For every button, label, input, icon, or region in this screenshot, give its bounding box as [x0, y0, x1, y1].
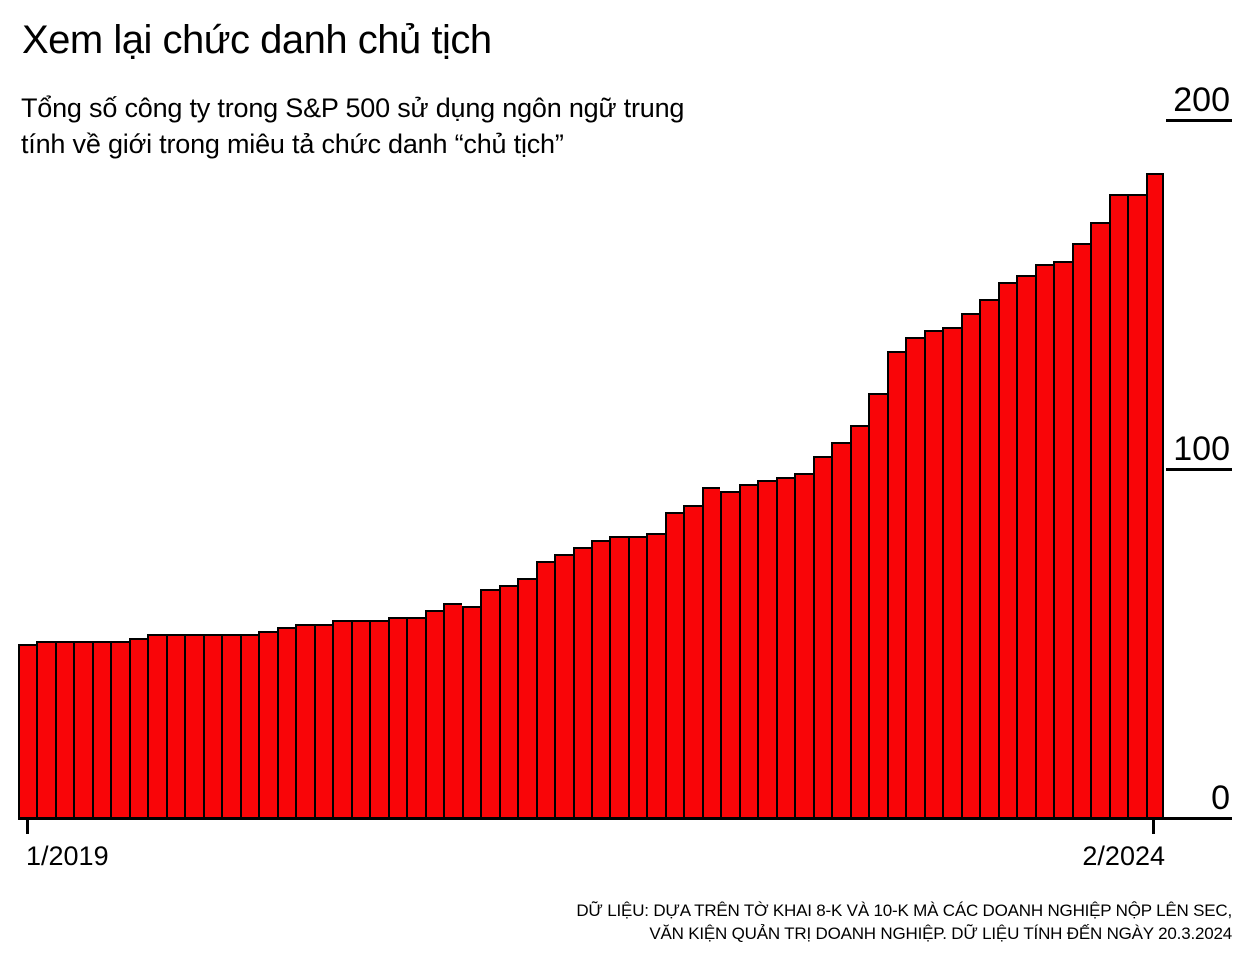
- bar: [591, 540, 609, 819]
- bar: [868, 393, 887, 819]
- bar: [665, 512, 683, 819]
- y-axis-label-0: 0: [1211, 779, 1230, 817]
- bar: [295, 624, 314, 819]
- bar: [73, 641, 92, 819]
- bar: [720, 491, 739, 819]
- bar: [277, 627, 295, 819]
- x-axis-tick-end: [1152, 819, 1155, 834]
- bar: [961, 313, 979, 819]
- bar: [739, 484, 757, 819]
- chart-subtitle-line-2: tính về giới trong miêu tả chức danh “ch…: [21, 129, 564, 159]
- bar: [1035, 264, 1053, 819]
- bar: [388, 617, 406, 819]
- x-axis-line: [18, 817, 1232, 820]
- bar: [240, 634, 258, 819]
- bar: [110, 641, 129, 819]
- bar: [942, 327, 961, 819]
- bar: [1090, 222, 1109, 819]
- x-axis-tick-start: [26, 819, 29, 834]
- bar: [1053, 261, 1072, 819]
- bar: [794, 473, 813, 819]
- bar: [351, 620, 369, 819]
- bar: [55, 641, 73, 819]
- source-note-line-2: VĂN KIỆN QUẢN TRỊ DOANH NGHIỆP. DỮ LIỆU …: [649, 924, 1232, 943]
- bar: [813, 456, 831, 819]
- chart-title: Xem lại chức danh chủ tịch: [22, 18, 492, 62]
- bar: [628, 536, 646, 819]
- bar: [1109, 194, 1127, 819]
- bar: [443, 603, 462, 819]
- bar: [203, 634, 221, 819]
- plot-area: [18, 121, 1164, 819]
- bar: [462, 606, 480, 819]
- bar: [166, 634, 184, 819]
- bar: [18, 644, 36, 819]
- chart-subtitle-line-1: Tổng số công ty trong S&P 500 sử dụng ng…: [21, 93, 685, 123]
- bar: [369, 620, 388, 819]
- bar: [609, 536, 628, 819]
- bar: [646, 533, 665, 819]
- bar: [406, 617, 425, 819]
- bar: [573, 547, 591, 819]
- bar: [887, 351, 905, 819]
- bar: [1146, 173, 1164, 819]
- bar: [517, 578, 536, 819]
- bar: [499, 585, 517, 819]
- bar: [776, 477, 794, 819]
- bar: [850, 425, 868, 819]
- y-axis-tick-line-200: [1166, 119, 1232, 122]
- y-axis-tick-line-100: [1166, 468, 1232, 471]
- bar: [258, 631, 277, 819]
- bar: [1127, 194, 1146, 819]
- bar: [1072, 243, 1090, 819]
- bar: [757, 480, 776, 819]
- bar: [702, 487, 720, 819]
- x-axis-label-end: 2/2024: [1082, 841, 1165, 871]
- bar: [184, 634, 203, 819]
- y-axis-label-200: 200: [1173, 81, 1230, 119]
- source-note: DỮ LIỆU: DỰA TRÊN TỜ KHAI 8-K VÀ 10-K MÀ…: [576, 899, 1232, 945]
- bar: [221, 634, 240, 819]
- y-axis-label-100: 100: [1173, 430, 1230, 468]
- bar: [924, 330, 942, 819]
- bar: [332, 620, 351, 819]
- bar: [92, 641, 110, 819]
- bar: [480, 589, 499, 819]
- bar: [536, 561, 554, 819]
- bar: [554, 554, 573, 819]
- chart-subtitle: Tổng số công ty trong S&P 500 sử dụng ng…: [21, 90, 684, 162]
- bar: [998, 282, 1016, 819]
- bar: [831, 442, 850, 819]
- bar: [147, 634, 166, 819]
- bar: [425, 610, 443, 819]
- x-axis-label-start: 1/2019: [26, 841, 109, 871]
- bar: [683, 505, 702, 819]
- bar: [905, 337, 924, 819]
- bar: [1016, 275, 1035, 819]
- source-note-line-1: DỮ LIỆU: DỰA TRÊN TỜ KHAI 8-K VÀ 10-K MÀ…: [576, 901, 1232, 920]
- bar: [36, 641, 55, 819]
- bar: [129, 638, 147, 819]
- bar: [979, 299, 998, 819]
- bar: [314, 624, 332, 819]
